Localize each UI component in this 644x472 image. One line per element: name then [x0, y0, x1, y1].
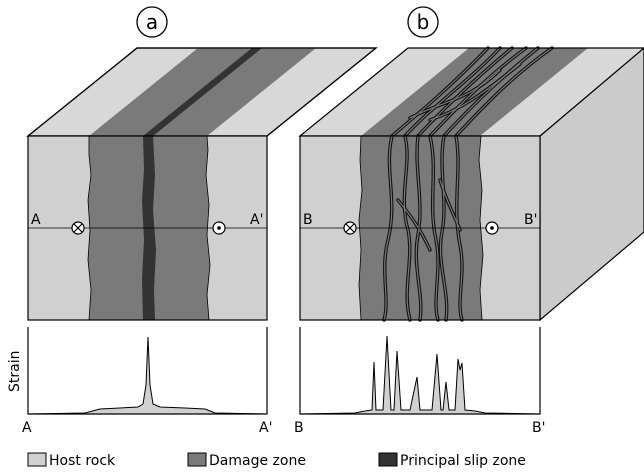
legend-swatch-host-rock: [27, 452, 47, 467]
into-page-symbol-a: [71, 221, 85, 235]
panel-b-letter-circle: [407, 6, 439, 38]
strain-profile-a: [27, 327, 268, 415]
strain-axes-b: [299, 327, 541, 415]
profile-label-b-start: B: [294, 420, 304, 436]
panel-a-letter-circle: [136, 6, 168, 38]
out-of-page-symbol-a: [212, 221, 226, 235]
section-label-b-end: B': [524, 212, 537, 228]
strain-curve-b: [299, 335, 541, 415]
strain-axis-label: Strain: [7, 351, 23, 392]
strain-axes-a: [27, 327, 268, 415]
legend-label-host-rock: Host rock: [49, 453, 116, 469]
block-a-top-slip: [143, 48, 262, 136]
legend-label-damage-zone: Damage zone: [209, 453, 306, 469]
legend-swatch-damage-zone: [187, 452, 207, 467]
legend-label-principal-slip-zone: Principal slip zone: [400, 453, 526, 469]
legend: Host rock Damage zone Principal slip zon…: [27, 452, 526, 469]
panel-a-letter: a: [146, 10, 158, 34]
legend-item-principal-slip-zone: Principal slip zone: [378, 452, 526, 469]
panel-b-letter: b: [417, 10, 430, 34]
strain-profile-b: [299, 327, 541, 415]
legend-item-host-rock: Host rock: [27, 452, 116, 469]
profile-label-b-end: B': [532, 420, 545, 436]
legend-swatch-principal-slip-zone: [378, 452, 398, 467]
section-label-a-end: A': [250, 212, 263, 228]
into-page-symbol-b: [343, 221, 357, 235]
panel-a: a A A' Strain A A': [7, 6, 378, 436]
legend-item-damage-zone: Damage zone: [187, 452, 306, 469]
panel-b: b: [294, 6, 644, 436]
block-b-top-slip-strands: [390, 46, 554, 138]
strain-curve-a: [27, 336, 268, 415]
block-b-front-slip-strands: [382, 134, 464, 322]
section-label-a-start: A: [31, 212, 41, 228]
out-of-page-symbol-b: [485, 221, 499, 235]
profile-label-a-end: A': [259, 420, 272, 436]
section-label-b-start: B: [303, 212, 313, 228]
profile-label-a-start: A: [22, 420, 32, 436]
